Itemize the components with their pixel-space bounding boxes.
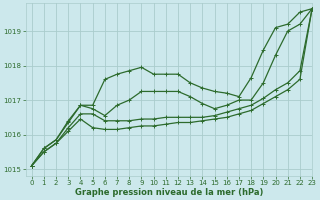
X-axis label: Graphe pression niveau de la mer (hPa): Graphe pression niveau de la mer (hPa) [75,188,263,197]
